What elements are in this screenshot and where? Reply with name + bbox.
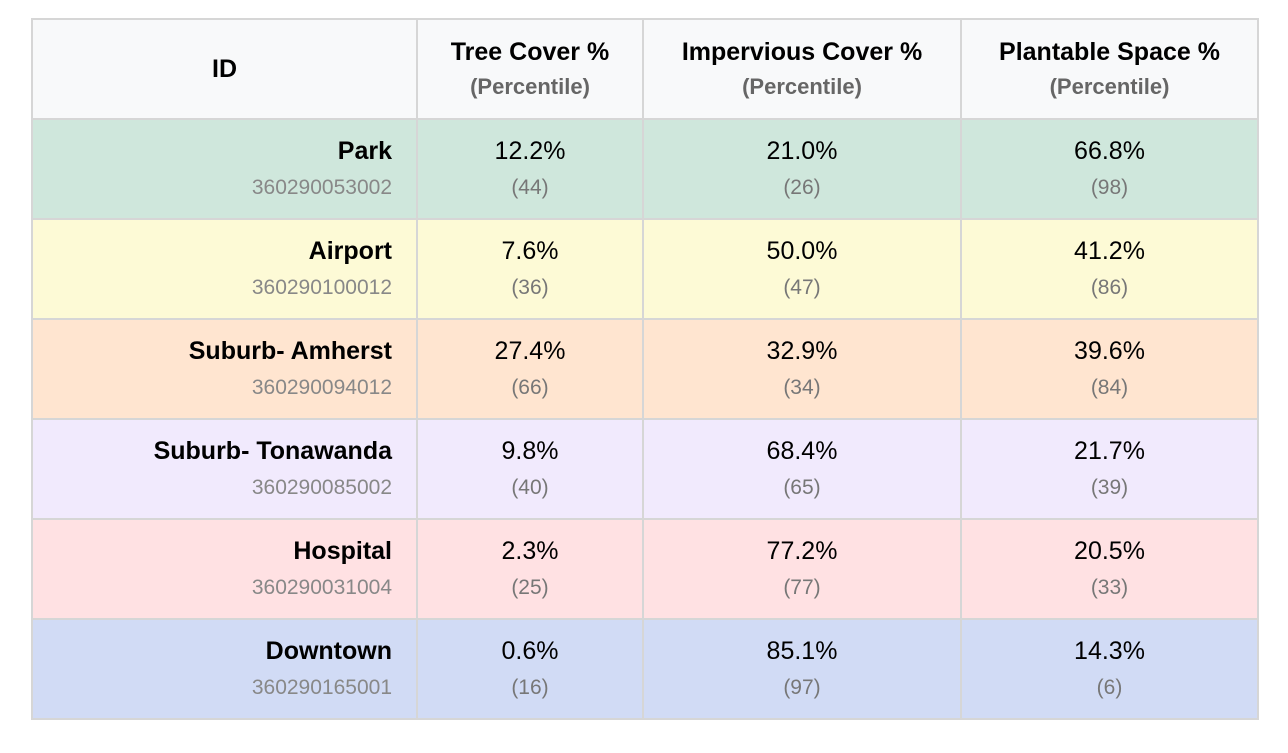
table-row: Suburb- Amherst 360290094012 27.4% (66) …: [31, 318, 1259, 420]
plantable-space-value: 20.5%: [1074, 537, 1145, 565]
row-tract-id: 360290031004: [251, 576, 392, 599]
impervious-cover-value: 50.0%: [766, 237, 838, 265]
tree-cover-cell: 7.6% (36): [416, 218, 644, 320]
plantable-space-cell: 66.8% (98): [960, 118, 1259, 220]
tree-cover-percentile: (40): [511, 476, 549, 499]
row-id-cell: Hospital 360290031004: [31, 518, 418, 620]
table-header: ID Tree Cover % (Percentile) Impervious …: [31, 18, 1259, 120]
header-tree-cover-title: Tree Cover %: [450, 38, 610, 66]
tree-cover-cell: 27.4% (66): [416, 318, 644, 420]
data-table-container: ID Tree Cover % (Percentile) Impervious …: [31, 18, 1259, 720]
row-tract-id: 360290100012: [251, 276, 392, 299]
impervious-cover-percentile: (47): [783, 276, 821, 299]
plantable-space-value: 39.6%: [1074, 337, 1145, 365]
header-impervious-cover-title: Impervious Cover %: [681, 38, 923, 66]
header-tree-cover: Tree Cover % (Percentile): [416, 18, 644, 120]
table-row: Downtown 360290165001 0.6% (16) 85.1% (9…: [31, 618, 1259, 720]
tree-cover-percentile: (36): [511, 276, 549, 299]
plantable-space-cell: 39.6% (84): [960, 318, 1259, 420]
row-tract-id: 360290085002: [251, 476, 392, 499]
row-name: Airport: [308, 237, 392, 265]
table-row: Park 360290053002 12.2% (44) 21.0% (26) …: [31, 118, 1259, 220]
row-name: Downtown: [265, 637, 392, 665]
impervious-cover-cell: 32.9% (34): [642, 318, 962, 420]
impervious-cover-cell: 68.4% (65): [642, 418, 962, 520]
plantable-space-percentile: (33): [1090, 576, 1129, 599]
header-impervious-cover: Impervious Cover % (Percentile): [642, 18, 962, 120]
impervious-cover-percentile: (97): [783, 676, 821, 699]
row-name: Suburb- Amherst: [188, 337, 392, 365]
header-plantable-space: Plantable Space % (Percentile): [960, 18, 1259, 120]
plantable-space-cell: 20.5% (33): [960, 518, 1259, 620]
table-row: Suburb- Tonawanda 360290085002 9.8% (40)…: [31, 418, 1259, 520]
row-id-cell: Suburb- Amherst 360290094012: [31, 318, 418, 420]
plantable-space-percentile: (84): [1090, 376, 1129, 399]
row-name: Hospital: [293, 537, 392, 565]
tree-cover-value: 27.4%: [494, 337, 566, 365]
plantable-space-cell: 14.3% (6): [960, 618, 1259, 720]
header-id: ID: [31, 18, 418, 120]
table-body: Park 360290053002 12.2% (44) 21.0% (26) …: [31, 118, 1259, 720]
tree-cover-percentile: (44): [511, 176, 549, 199]
impervious-cover-cell: 85.1% (97): [642, 618, 962, 720]
row-id-cell: Downtown 360290165001: [31, 618, 418, 720]
impervious-cover-value: 68.4%: [766, 437, 838, 465]
tree-cover-cell: 0.6% (16): [416, 618, 644, 720]
row-id-cell: Airport 360290100012: [31, 218, 418, 320]
impervious-cover-cell: 77.2% (77): [642, 518, 962, 620]
plantable-space-percentile: (86): [1090, 276, 1129, 299]
impervious-cover-value: 32.9%: [766, 337, 838, 365]
tree-cover-cell: 2.3% (25): [416, 518, 644, 620]
plantable-space-percentile: (6): [1096, 676, 1123, 699]
header-row: ID Tree Cover % (Percentile) Impervious …: [31, 18, 1259, 120]
tree-cover-cell: 12.2% (44): [416, 118, 644, 220]
impervious-cover-percentile: (77): [783, 576, 821, 599]
impervious-cover-percentile: (34): [783, 376, 821, 399]
row-name: Suburb- Tonawanda: [153, 437, 392, 465]
plantable-space-percentile: (98): [1090, 176, 1129, 199]
impervious-cover-value: 85.1%: [766, 637, 838, 665]
tree-cover-percentile: (66): [511, 376, 549, 399]
tree-cover-value: 7.6%: [501, 237, 559, 265]
row-tract-id: 360290053002: [251, 176, 392, 199]
tree-cover-value: 2.3%: [501, 537, 559, 565]
header-id-label: ID: [212, 54, 237, 83]
tree-cover-cell: 9.8% (40): [416, 418, 644, 520]
plantable-space-value: 21.7%: [1074, 437, 1145, 465]
header-impervious-cover-subtitle: (Percentile): [742, 74, 862, 99]
tree-cover-value: 12.2%: [494, 137, 566, 165]
impervious-cover-percentile: (65): [783, 476, 821, 499]
table-row: Hospital 360290031004 2.3% (25) 77.2% (7…: [31, 518, 1259, 620]
impervious-cover-value: 77.2%: [766, 537, 838, 565]
header-plantable-space-subtitle: (Percentile): [1049, 74, 1170, 99]
impervious-cover-cell: 50.0% (47): [642, 218, 962, 320]
plantable-space-percentile: (39): [1090, 476, 1129, 499]
tree-cover-value: 0.6%: [501, 637, 559, 665]
tree-cover-percentile: (25): [511, 576, 549, 599]
row-tract-id: 360290165001: [251, 676, 392, 699]
tree-cover-percentile: (16): [511, 676, 549, 699]
row-name: Park: [337, 137, 392, 165]
header-tree-cover-subtitle: (Percentile): [470, 74, 590, 99]
impervious-cover-cell: 21.0% (26): [642, 118, 962, 220]
row-tract-id: 360290094012: [251, 376, 392, 399]
plantable-space-value: 66.8%: [1074, 137, 1145, 165]
plantable-space-value: 41.2%: [1074, 237, 1145, 265]
row-id-cell: Suburb- Tonawanda 360290085002: [31, 418, 418, 520]
header-plantable-space-title: Plantable Space %: [999, 38, 1220, 66]
impervious-cover-value: 21.0%: [766, 137, 838, 165]
census-tract-table: ID Tree Cover % (Percentile) Impervious …: [31, 18, 1259, 720]
plantable-space-cell: 21.7% (39): [960, 418, 1259, 520]
impervious-cover-percentile: (26): [783, 176, 821, 199]
row-id-cell: Park 360290053002: [31, 118, 418, 220]
table-row: Airport 360290100012 7.6% (36) 50.0% (47…: [31, 218, 1259, 320]
plantable-space-cell: 41.2% (86): [960, 218, 1259, 320]
plantable-space-value: 14.3%: [1074, 637, 1145, 665]
tree-cover-value: 9.8%: [501, 437, 559, 465]
